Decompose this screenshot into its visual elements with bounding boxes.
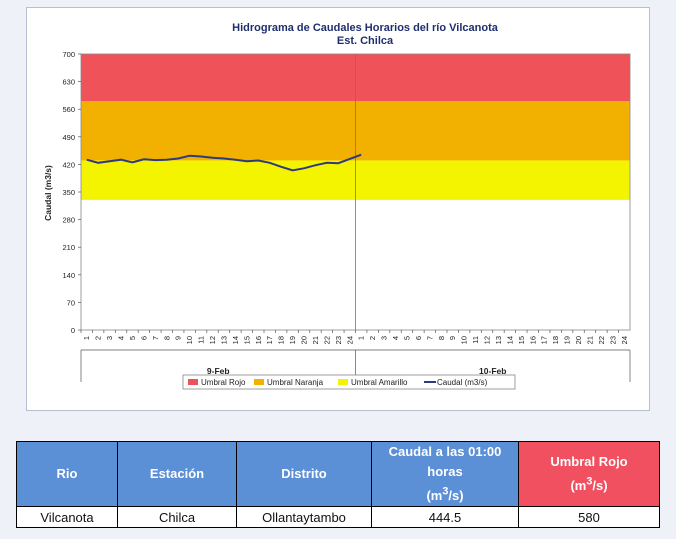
x-tick-label: 7 xyxy=(151,336,160,340)
x-tick-label: 17 xyxy=(265,336,274,344)
caudal-series-line xyxy=(86,153,362,172)
cell-umbral-rojo: 580 xyxy=(518,506,660,529)
legend-box xyxy=(182,374,516,390)
x-tick-label: 3 xyxy=(380,336,389,340)
x-tick-label: 16 xyxy=(528,336,537,344)
header-umbral-rojo: Umbral Rojo (m3/s) xyxy=(518,440,660,508)
y-tick-label: 280 xyxy=(62,216,75,225)
x-tick-label: 14 xyxy=(231,336,240,344)
x-tick-label: 11 xyxy=(197,336,206,344)
x-tick-label: 22 xyxy=(597,336,606,344)
x-tick-label: 8 xyxy=(437,336,446,340)
station-info-table: Rio Estación Distrito Caudal a las 01:00… xyxy=(16,440,660,529)
y-tick-label: 70 xyxy=(67,298,75,307)
legend-swatch-umbral-amarillo xyxy=(338,379,348,385)
x-tick-label: 10 xyxy=(185,336,194,344)
x-tick-label: 2 xyxy=(94,336,103,340)
x-tick-label: 19 xyxy=(563,336,572,344)
x-tick-label: 6 xyxy=(414,336,423,340)
x-tick-label: 13 xyxy=(494,336,503,344)
header-umbral-unit: (m3/s) xyxy=(570,476,608,494)
hydrograph-chart: Hidrograma de Caudales Horarios del río … xyxy=(43,22,631,390)
header-distrito: Distrito xyxy=(236,440,372,508)
x-tick-label: 20 xyxy=(574,336,583,344)
day-label: 10-Feb xyxy=(479,366,506,376)
legend-label: Umbral Naranja xyxy=(267,378,324,387)
x-tick-label: 3 xyxy=(105,336,114,340)
x-tick-label: 19 xyxy=(288,336,297,344)
x-tick-label: 8 xyxy=(162,336,171,340)
header-rio: Rio xyxy=(16,440,118,508)
x-tick-label: 18 xyxy=(551,336,560,344)
y-tick-label: 700 xyxy=(62,50,75,59)
x-tick-label: 15 xyxy=(242,336,251,344)
x-tick-label: 1 xyxy=(82,336,91,340)
x-tick-label: 24 xyxy=(345,336,354,344)
y-tick-label: 490 xyxy=(62,133,75,142)
y-tick-label: 210 xyxy=(62,243,75,252)
x-tick-label: 9 xyxy=(174,336,183,340)
x-tick-label: 20 xyxy=(300,336,309,344)
x-tick-label: 21 xyxy=(585,336,594,344)
x-tick-label: 2 xyxy=(368,336,377,340)
y-tick-label: 0 xyxy=(71,326,75,335)
x-tick-label: 24 xyxy=(620,336,629,344)
x-tick-label: 23 xyxy=(608,336,617,344)
y-tick-label: 140 xyxy=(62,271,75,280)
x-tick-label: 5 xyxy=(128,336,137,340)
x-tick-label: 21 xyxy=(311,336,320,344)
legend-swatch-umbral-rojo xyxy=(188,379,198,385)
x-tick-label: 4 xyxy=(391,336,400,340)
y-tick-label: 630 xyxy=(62,78,75,87)
y-tick-label: 560 xyxy=(62,105,75,114)
legend-label: Caudal (m3/s) xyxy=(437,378,488,387)
cell-distrito: Ollantaytambo xyxy=(236,506,372,529)
x-tick-label: 5 xyxy=(402,336,411,340)
header-caudal-unit: (m3/s) xyxy=(426,486,464,504)
legend-swatch-umbral-naranja xyxy=(254,379,264,385)
x-tick-label: 12 xyxy=(483,336,492,344)
x-tick-label: 13 xyxy=(219,336,228,344)
x-tick-label: 14 xyxy=(505,336,514,344)
x-tick-label: 1 xyxy=(357,336,366,340)
x-tick-label: 10 xyxy=(460,336,469,344)
cell-rio: Vilcanota xyxy=(16,506,118,529)
cell-caudal: 444.5 xyxy=(371,506,519,529)
x-tick-label: 11 xyxy=(471,336,480,344)
x-tick-label: 4 xyxy=(117,336,126,340)
chart-subtitle: Est. Chilca xyxy=(337,35,394,47)
header-estacion: Estación xyxy=(117,440,237,508)
legend-label: Umbral Amarillo xyxy=(351,378,408,387)
x-tick-label: 18 xyxy=(277,336,286,344)
legend-label: Umbral Rojo xyxy=(201,378,246,387)
x-tick-label: 23 xyxy=(334,336,343,344)
y-axis-label: Caudal (m3/s) xyxy=(43,165,53,221)
x-tick-label: 16 xyxy=(254,336,263,344)
x-tick-label: 15 xyxy=(517,336,526,344)
x-tick-label: 9 xyxy=(448,336,457,340)
cell-estacion: Chilca xyxy=(117,506,237,529)
x-tick-label: 7 xyxy=(425,336,434,340)
day-label: 9-Feb xyxy=(207,366,230,376)
y-tick-label: 350 xyxy=(62,188,75,197)
y-tick-label: 420 xyxy=(62,160,75,169)
chart-panel: Hidrograma de Caudales Horarios del río … xyxy=(26,7,650,411)
x-tick-label: 22 xyxy=(322,336,331,344)
chart-title: Hidrograma de Caudales Horarios del río … xyxy=(232,22,499,34)
x-tick-label: 12 xyxy=(208,336,217,344)
x-tick-label: 6 xyxy=(139,336,148,340)
x-tick-label: 17 xyxy=(540,336,549,344)
header-caudal: Caudal a las 01:00 horas (m3/s) xyxy=(371,440,519,508)
